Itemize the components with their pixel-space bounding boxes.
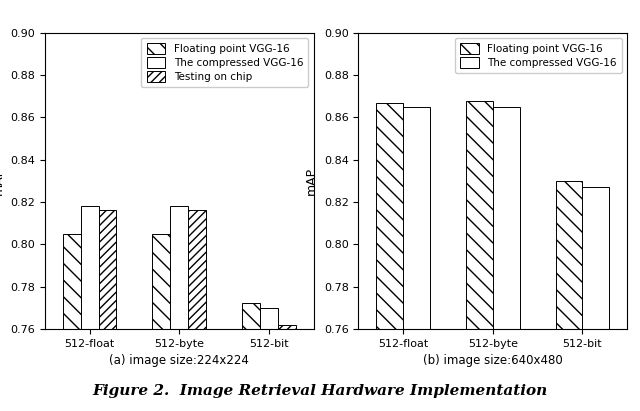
Bar <box>376 103 403 411</box>
Bar <box>81 206 99 411</box>
Bar <box>63 234 81 411</box>
Bar <box>403 107 430 411</box>
Y-axis label: mAP: mAP <box>305 167 318 195</box>
X-axis label: (b) image size:640x480: (b) image size:640x480 <box>423 354 563 367</box>
Bar <box>152 234 170 411</box>
Bar <box>99 210 116 411</box>
Text: Figure 2.  Image Retrieval Hardware Implementation: Figure 2. Image Retrieval Hardware Imple… <box>92 383 548 397</box>
Y-axis label: mAP: mAP <box>0 167 4 195</box>
Bar <box>493 107 520 411</box>
Legend: Floating point VGG-16, The compressed VGG-16, Testing on chip: Floating point VGG-16, The compressed VG… <box>141 38 308 87</box>
Bar <box>242 303 260 411</box>
Bar <box>260 308 278 411</box>
Bar <box>582 187 609 411</box>
Bar <box>188 210 206 411</box>
Bar <box>556 181 582 411</box>
Legend: Floating point VGG-16, The compressed VGG-16: Floating point VGG-16, The compressed VG… <box>455 38 622 73</box>
Bar <box>170 206 188 411</box>
Bar <box>278 325 296 411</box>
X-axis label: (a) image size:224x224: (a) image size:224x224 <box>109 354 249 367</box>
Bar <box>466 101 493 411</box>
